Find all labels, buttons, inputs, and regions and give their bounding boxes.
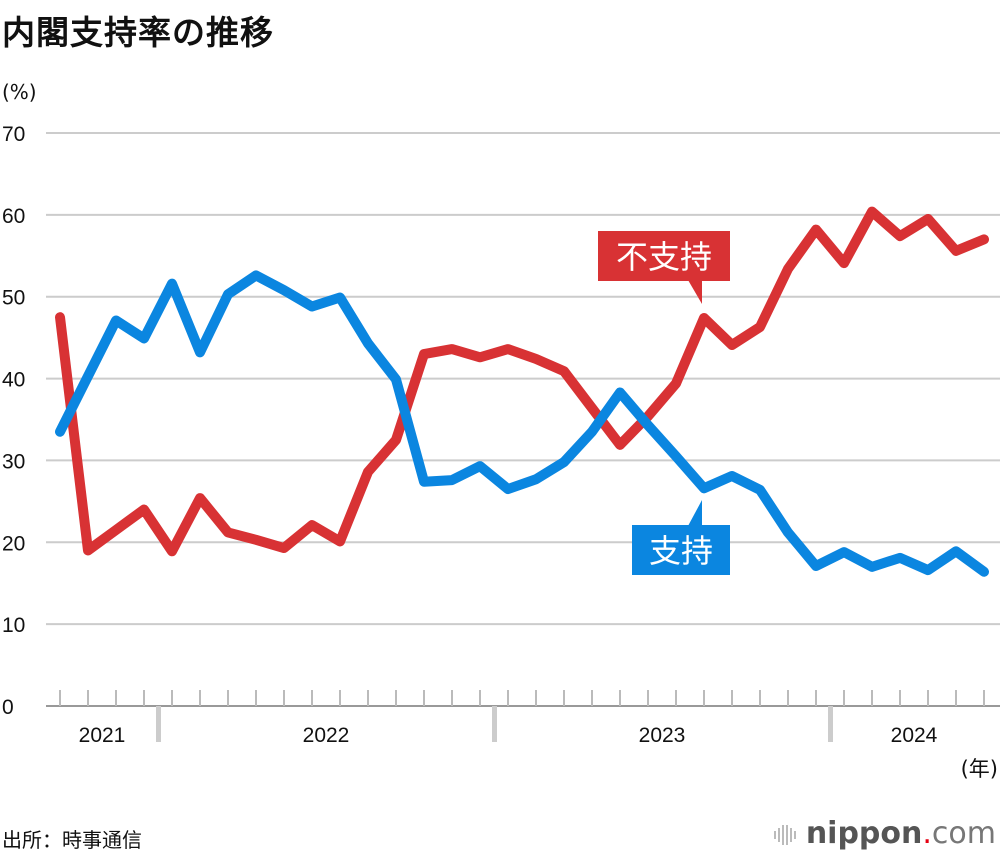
year-separator [492,706,497,742]
label-disapproval: 不支持 [598,231,730,304]
label-text: 不支持 [616,238,712,276]
logo-text: nippon [805,816,923,851]
logo-suffix: com [931,816,996,851]
year-label: 2023 [639,724,686,747]
x-axis-unit: (年) [961,757,998,781]
label-pointer [688,500,702,526]
nippon-logo: nippon.com [773,816,996,851]
label-box [598,231,730,281]
y-tick-label: 20 [2,532,25,555]
label-approval: 支持 [632,500,730,575]
year-label: 2024 [891,724,938,747]
y-axis-unit: (%) [2,80,37,104]
logo-dot: . [922,816,932,851]
label-box [632,525,730,575]
logo-icon [773,824,796,845]
year-separator [828,706,833,742]
label-pointer [688,280,702,304]
year-label: 2022 [303,724,350,747]
y-tick-label: 50 [2,287,25,310]
source-note: 出所：時事通信 [2,828,142,852]
year-separator [156,706,161,742]
y-tick-label: 0 [2,696,14,719]
label-text: 支持 [649,532,713,570]
y-tick-label: 30 [2,450,25,473]
y-tick-label: 60 [2,205,25,228]
year-label: 2021 [79,724,126,747]
chart-title: 内閣支持率の推移 [2,13,274,52]
y-tick-label: 10 [2,614,25,637]
series-line-approval [55,270,989,577]
y-tick-label: 40 [2,369,25,392]
series-line-disapproval [55,206,989,557]
y-tick-label: 70 [2,123,25,146]
